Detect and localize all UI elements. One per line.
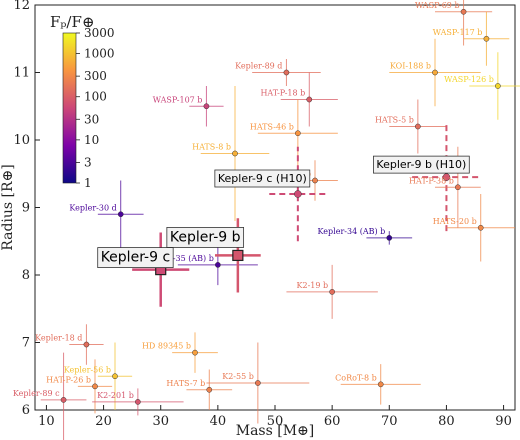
colorbar-tick-label: 10 bbox=[84, 133, 99, 147]
y-tick-label: 11 bbox=[13, 66, 30, 81]
data-point bbox=[117, 211, 124, 218]
data-point bbox=[203, 103, 210, 110]
point-label: K2-19 b bbox=[297, 281, 329, 290]
point-callout-label: Kepler-9 c bbox=[101, 250, 170, 266]
x-tick-label: 10 bbox=[38, 414, 55, 429]
point-label: Kepler-89 c bbox=[13, 389, 60, 398]
x-tick-label: 40 bbox=[210, 414, 227, 429]
callout-box bbox=[373, 155, 470, 174]
point-label: Kepler-89 d bbox=[235, 62, 282, 71]
x-tick-label: 60 bbox=[324, 414, 341, 429]
data-point bbox=[255, 380, 261, 386]
point-label: CoRoT-8 b bbox=[335, 373, 377, 382]
y-tick-label: 7 bbox=[22, 336, 30, 351]
colorbar-tick-label: 3 bbox=[84, 155, 92, 169]
data-point bbox=[477, 224, 484, 231]
colorbar-scale bbox=[62, 32, 77, 184]
point-label: HD 89345 b bbox=[142, 342, 191, 351]
point-label: HATS-8 b bbox=[192, 143, 231, 152]
colorbar-tick-label: 1000 bbox=[84, 47, 115, 61]
point-label: Kepler-30 d bbox=[69, 203, 116, 212]
point-label: HAT-P-26 b bbox=[46, 375, 91, 384]
point-label: HAT-P-18 b bbox=[260, 89, 305, 98]
y-tick-label: 10 bbox=[13, 133, 30, 148]
callout-box bbox=[97, 247, 174, 269]
colorbar-tick-label: 1 bbox=[84, 176, 92, 190]
point-label: HAT-P-38 b bbox=[409, 176, 454, 185]
y-axis-label: Radius [R⊕] bbox=[0, 164, 16, 251]
data-point bbox=[386, 235, 393, 241]
point-label: Kepler-18 d bbox=[35, 334, 82, 343]
point-label: WASP-126 b bbox=[444, 75, 494, 84]
point-label: HATS-46 b bbox=[250, 122, 294, 131]
y-tick-label: 6 bbox=[22, 403, 30, 418]
point-label: Kepler-34 (AB) b bbox=[318, 227, 386, 236]
colorbar-tick-label: 100 bbox=[84, 90, 107, 104]
data-point bbox=[92, 383, 98, 390]
point-label: HATS-20 b bbox=[433, 217, 477, 226]
colorbar-title: Fₚ/F⊕ bbox=[50, 13, 94, 31]
colorbar-tick-label: 300 bbox=[84, 69, 107, 83]
x-tick-label: 90 bbox=[495, 414, 512, 429]
point-callout-label: Kepler-9 b bbox=[170, 229, 241, 245]
x-tick-label: 30 bbox=[152, 414, 169, 429]
data-point bbox=[455, 184, 461, 191]
point-label: Kepler-56 b bbox=[64, 365, 111, 374]
data-points bbox=[60, 8, 501, 405]
data-point bbox=[495, 83, 501, 89]
callout-box bbox=[214, 169, 311, 188]
colorbar-tick-label: 30 bbox=[84, 112, 99, 126]
highlight-marker bbox=[232, 249, 244, 262]
y-tick-label: 12 bbox=[13, 0, 30, 13]
point-label: WASP-107 b bbox=[153, 95, 203, 104]
point-labels: WASP-69 b WASP-117 b KOI-188 b WASP-126 b Ke… bbox=[13, 1, 494, 400]
data-point bbox=[215, 262, 221, 268]
data-point bbox=[294, 190, 302, 198]
x-axis-label: Mass [M⊕] bbox=[236, 423, 315, 439]
data-point bbox=[206, 386, 213, 393]
data-point bbox=[283, 69, 290, 76]
colorbar-tick-label: 3000 bbox=[84, 26, 115, 40]
data-point bbox=[432, 69, 438, 76]
data-point bbox=[135, 399, 141, 405]
colorbar: Fₚ/F⊕ 3000 1000 300 100 30 10 3 1 bbox=[50, 13, 115, 190]
point-label: K2-201 b bbox=[97, 391, 134, 400]
data-point bbox=[83, 341, 90, 348]
point-callout-label: Kepler-9 c (H10) bbox=[218, 172, 307, 185]
x-tick-label: 20 bbox=[95, 414, 112, 429]
y-tick-label: 8 bbox=[22, 268, 30, 283]
point-label: HATS-5 b bbox=[375, 116, 414, 125]
data-point bbox=[460, 8, 467, 15]
x-tick-label: 50 bbox=[267, 414, 284, 429]
point-label: WASP-69 b bbox=[415, 1, 460, 10]
data-point bbox=[60, 397, 67, 403]
data-point bbox=[377, 381, 384, 388]
y-tick-label: 9 bbox=[22, 201, 30, 216]
callout-box bbox=[166, 227, 245, 248]
data-point bbox=[483, 35, 490, 42]
data-point bbox=[112, 373, 118, 380]
data-point bbox=[295, 130, 301, 137]
data-point bbox=[442, 173, 451, 181]
point-callout-label: Kepler-9 b (H10) bbox=[376, 158, 466, 171]
point-label: WASP-117 b bbox=[433, 28, 483, 37]
x-tick-label: 70 bbox=[381, 414, 398, 429]
data-point bbox=[306, 96, 313, 103]
x-tick-label: 80 bbox=[438, 414, 455, 429]
point-label: K2-55 b bbox=[222, 372, 254, 381]
point-label: HATS-7 b bbox=[166, 379, 205, 388]
data-point bbox=[232, 150, 238, 157]
data-point bbox=[329, 289, 335, 295]
data-point bbox=[415, 123, 421, 130]
point-label: KOI-188 b bbox=[390, 62, 431, 71]
point-label: Kepler-35 (AB) b bbox=[146, 254, 214, 263]
data-point bbox=[192, 349, 198, 356]
data-point bbox=[312, 177, 318, 184]
